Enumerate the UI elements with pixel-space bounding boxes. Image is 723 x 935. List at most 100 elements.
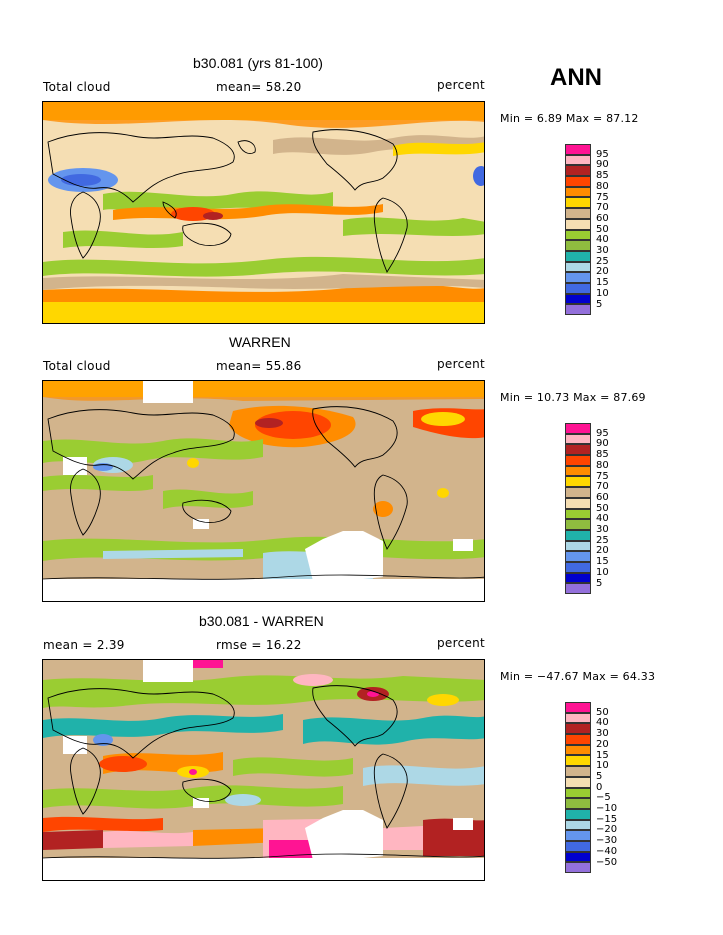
colorbar-swatch [565,144,591,155]
colorbar-swatch [565,572,591,584]
colorbar-label: 40 [596,717,609,729]
colorbar-label: 10 [596,287,609,299]
colorbar-swatch [565,218,591,230]
colorbar-label: −40 [596,845,618,857]
colorbar-label: 30 [596,728,609,740]
colorbar-swatch [565,519,591,530]
colorbar-swatch [565,465,591,477]
colorbar-label: 15 [596,749,609,761]
panel-2-title: WARREN [229,334,291,350]
colorbar-swatch [565,240,591,251]
colorbar-label: 60 [596,491,609,503]
colorbar-swatch [565,712,591,724]
colorbar-label: 0 [596,781,603,793]
panel-1-mean: mean= 58.20 [216,80,302,94]
colorbar-swatch [565,444,591,456]
colorbar-swatch [565,487,591,498]
colorbar-swatch [565,755,591,767]
panel-3-colorbar: 50 40 30 20 15 10 5 0 −5 −10 −15 −20 −30 −40 −50 [565,702,617,873]
colorbar-swatch [565,208,591,219]
panel-3-map [42,659,485,881]
colorbar-swatch [565,433,591,445]
panel-1-colorbar: 95 90 85 80 75 70 60 50 40 30 25 20 15 10 5 [565,144,609,315]
colorbar-label: 70 [596,481,609,493]
colorbar-label: 20 [596,545,609,557]
colorbar-label: 85 [596,449,609,461]
colorbar-label: −50 [596,856,618,868]
panel-3-mean: mean = 2.39 [43,638,125,652]
colorbar-label: −5 [596,792,611,804]
panel-2-left-label: Total cloud [43,359,111,373]
colorbar-swatch [565,851,591,863]
colorbar-label: 15 [596,277,609,289]
colorbar-label: 75 [596,470,609,482]
colorbar-swatch [565,819,591,831]
panel-2-minmax: Min = 10.73 Max = 87.69 [500,391,646,404]
panel-1-units: percent [437,78,486,92]
colorbar-label: 25 [596,255,609,267]
panel-2-map [42,380,485,602]
colorbar-label: 30 [596,245,609,256]
colorbar-label: −15 [596,813,618,825]
colorbar-label: 15 [596,556,609,568]
colorbar-swatch [565,776,591,788]
panel-3-units: percent [437,636,486,650]
colorbar-label: 90 [596,159,609,171]
colorbar-label: 75 [596,191,609,203]
colorbar-swatch [565,798,591,809]
panel-2-units: percent [437,357,486,371]
colorbar-label: 20 [596,266,609,278]
colorbar-swatch [565,423,591,434]
colorbar-swatch [565,229,591,241]
panel-1-title: b30.081 (yrs 81-100) [193,55,323,71]
colorbar-label: 60 [596,212,609,224]
colorbar-label: 80 [596,180,609,192]
colorbar-label: 40 [596,234,609,246]
panel-1-left-label: Total cloud [43,80,111,94]
colorbar-swatch [565,734,591,745]
colorbar-label: 20 [596,738,609,750]
colorbar-label: 30 [596,524,609,535]
panel-2-colorbar: 95 90 85 80 75 70 60 50 40 30 25 20 15 10 5 [565,423,609,594]
colorbar-label: 90 [596,438,609,450]
colorbar-swatch [565,261,591,273]
colorbar-swatch [565,476,591,488]
colorbar-label: 50 [596,502,609,514]
panel-1-map [42,101,485,324]
colorbar-swatch [565,304,591,315]
colorbar-swatch [565,455,591,466]
colorbar-swatch [565,272,591,283]
colorbar-swatch [565,766,591,777]
colorbar-swatch [565,808,591,820]
colorbar-swatch [565,840,591,852]
colorbar-swatch [565,561,591,573]
colorbar-swatch [565,830,591,841]
panel-3-title: b30.081 - WARREN [199,613,324,629]
colorbar-swatch [565,186,591,198]
colorbar-swatch [565,293,591,305]
colorbar-label: 10 [596,566,609,578]
colorbar-swatch [565,497,591,509]
colorbar-label: 40 [596,513,609,525]
colorbar-swatch [565,744,591,756]
colorbar-label: 95 [596,427,609,439]
colorbar-label: 25 [596,534,609,546]
colorbar-label: 70 [596,202,609,214]
colorbar-swatch [565,862,591,873]
colorbar-swatch [565,551,591,562]
colorbar-swatch [565,787,591,799]
colorbar-swatch [565,540,591,552]
colorbar-swatch [565,154,591,166]
colorbar-label: −20 [596,824,618,836]
colorbar-swatch [565,250,591,262]
colorbar-swatch [565,176,591,187]
colorbar-label: 10 [596,760,609,772]
colorbar-swatch [565,282,591,294]
colorbar-label: 5 [596,577,603,589]
colorbar-swatch [565,583,591,594]
colorbar-swatch [565,702,591,713]
colorbar-swatch [565,723,591,735]
season-label: ANN [550,64,602,91]
panel-2-mean: mean= 55.86 [216,359,302,373]
colorbar-swatch [565,165,591,177]
